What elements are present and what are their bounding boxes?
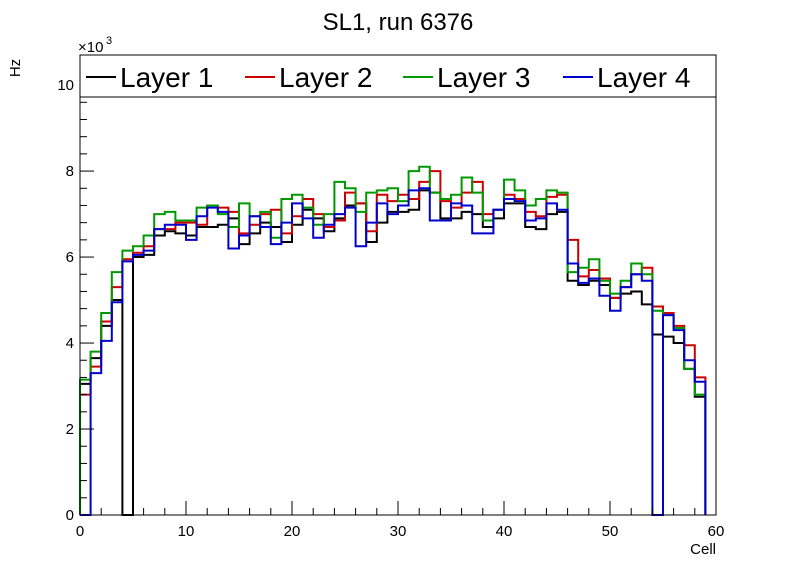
y-tick-label: 8	[66, 163, 74, 180]
y-multiplier-exponent: 3	[106, 35, 112, 47]
series-line-layer-3	[79, 165, 707, 515]
y-axis-label: Hz	[7, 59, 24, 77]
chart-title: SL1, run 6376	[323, 9, 474, 36]
y-tick-label: 4	[66, 335, 74, 352]
x-tick-label: 10	[178, 523, 195, 540]
series-line-layer-1	[79, 189, 707, 516]
legend-entry-layer-2: Layer 2	[245, 62, 372, 93]
x-tick-label: 60	[708, 523, 725, 540]
y-tick-label: 6	[66, 249, 74, 266]
legend: Layer 1 Layer 2 Layer 3 Layer 4	[79, 54, 717, 98]
x-axis-label: Cell	[690, 541, 716, 558]
x-tick-label: 20	[284, 523, 301, 540]
y-multiplier-base: ×10	[78, 39, 103, 56]
y-tick-label: 0	[66, 507, 74, 524]
x-tick-label: 30	[390, 523, 407, 540]
legend-entry-layer-4: Layer 4	[563, 62, 690, 93]
y-tick-label: 2	[66, 421, 74, 438]
y-multiplier: ×10 3	[78, 35, 112, 56]
legend-label: Layer 4	[597, 62, 690, 93]
legend-label: Layer 1	[120, 62, 213, 93]
x-tick-label: 40	[496, 523, 513, 540]
series-group	[79, 165, 707, 516]
series-line-layer-4	[80, 187, 707, 516]
legend-label: Layer 2	[279, 62, 372, 93]
legend-entry-layer-3: Layer 3	[403, 62, 530, 93]
legend-label: Layer 3	[437, 62, 530, 93]
x-tick-label: 50	[602, 523, 619, 540]
y-tick-label: 10	[57, 77, 74, 94]
legend-box	[79, 54, 717, 98]
x-tick-label: 0	[76, 523, 84, 540]
legend-entry-layer-1: Layer 1	[86, 62, 213, 93]
